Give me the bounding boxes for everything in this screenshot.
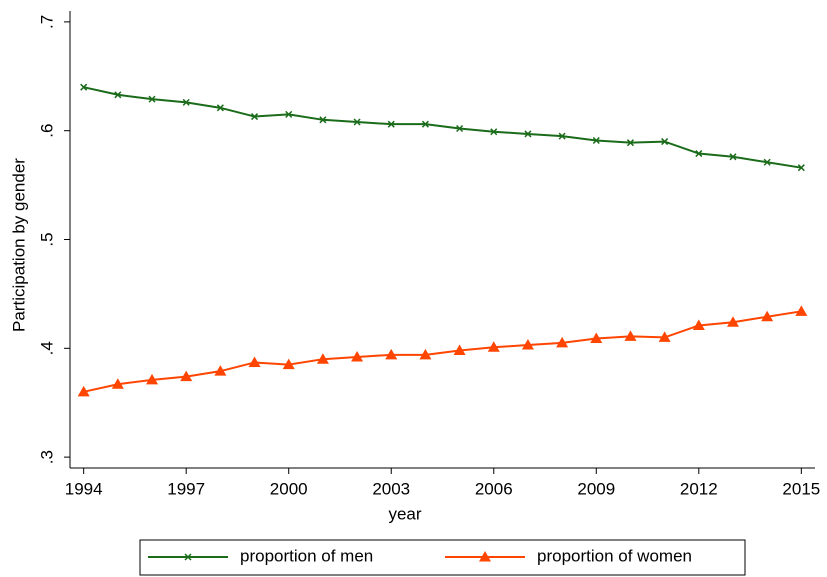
x-tick-label: 2000 [270,479,308,498]
marker [726,316,739,327]
marker [111,378,124,389]
marker [558,132,566,140]
y-axis-label: Participation by gender [9,158,28,332]
marker [729,153,737,161]
marker [146,373,159,385]
marker [148,95,156,103]
marker [661,138,669,146]
marker [419,348,432,360]
marker [763,158,771,166]
y-tick-label: .4 [37,341,56,355]
marker [353,118,361,126]
marker [797,164,805,172]
marker [795,305,808,316]
line [83,86,802,169]
marker [695,150,703,158]
marker [316,353,329,364]
marker [182,98,190,106]
y-tick-label: .3 [37,450,56,464]
marker [387,120,395,128]
x-tick-label: 2012 [680,479,718,498]
x-tick-label: 2006 [475,479,513,498]
marker [521,339,534,350]
marker [421,120,429,128]
y-tick-label: .5 [37,232,56,246]
marker [251,113,259,121]
marker [114,91,122,99]
x-tick-label: 1997 [167,479,205,498]
marker [761,310,774,322]
marker [624,330,637,341]
marker [556,336,569,348]
marker [524,130,532,138]
marker [285,110,293,118]
legend-marker [184,553,192,561]
marker [692,319,705,330]
y-tick-label: .7 [37,15,56,29]
marker [592,136,600,145]
marker [490,128,498,136]
legend-label: proportion of men [240,546,373,565]
x-tick-label: 2015 [782,479,820,498]
marker [216,104,224,112]
y-tick-label: .6 [37,124,56,138]
marker [282,358,295,370]
marker [658,331,671,342]
marker [385,348,398,360]
legend-label: proportion of women [537,546,692,565]
x-tick-label: 2003 [372,479,410,498]
x-tick-label: 2009 [577,479,615,498]
marker [487,341,500,352]
marker [456,124,464,133]
marker [248,356,261,367]
marker [626,139,634,147]
marker [80,83,88,91]
legend-box [139,539,746,576]
x-axis-label: year [388,504,421,523]
marker [180,370,193,382]
legend-marker [479,551,491,562]
line [83,310,802,393]
x-tick-label: 1994 [65,479,103,498]
marker [214,365,227,376]
marker [77,385,90,397]
marker [590,332,603,344]
marker [351,351,364,362]
marker [319,116,327,124]
marker [453,344,466,355]
